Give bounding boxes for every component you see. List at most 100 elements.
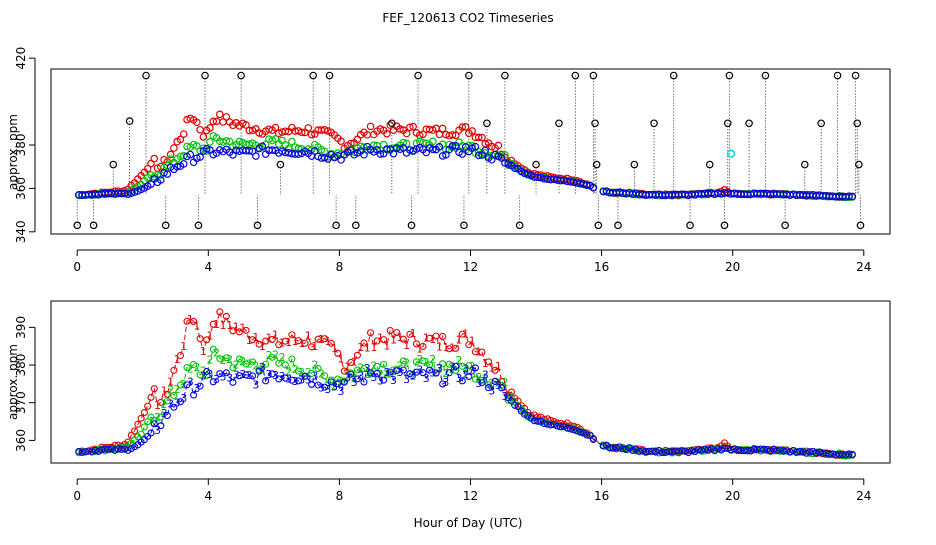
bottom-point bbox=[176, 381, 185, 389]
bottom-point bbox=[730, 445, 738, 453]
bottom-point bbox=[471, 348, 479, 356]
top-point bbox=[130, 188, 139, 196]
series-digit-2: 2 bbox=[456, 354, 463, 367]
bottom-point bbox=[104, 445, 112, 453]
spike-point bbox=[388, 119, 396, 128]
bottom-point bbox=[419, 357, 427, 365]
bottom-point bbox=[648, 447, 656, 455]
series-digit-1: 1 bbox=[344, 360, 351, 373]
series-digit-3: 3 bbox=[351, 376, 358, 389]
series-digit-3: 3 bbox=[272, 369, 279, 382]
top-point bbox=[215, 110, 224, 119]
series-digit-1: 1 bbox=[220, 319, 227, 332]
top-point bbox=[471, 142, 480, 151]
bottom-x-tick-label: 12 bbox=[463, 489, 478, 503]
spike-point bbox=[630, 160, 639, 169]
series-digit-2: 2 bbox=[482, 372, 489, 385]
top-point bbox=[337, 137, 345, 146]
bottom-point bbox=[704, 446, 712, 454]
series-digit-2: 2 bbox=[292, 363, 299, 376]
spike-point bbox=[125, 117, 134, 125]
series-digit-2: 2 bbox=[246, 358, 253, 371]
bottom-point bbox=[815, 448, 824, 456]
spike-point bbox=[669, 71, 678, 80]
bottom-point bbox=[665, 448, 673, 456]
bottom-point bbox=[743, 447, 751, 455]
series-digit-2: 2 bbox=[436, 362, 443, 375]
spike-point bbox=[833, 71, 842, 80]
bottom-point bbox=[425, 334, 434, 342]
bottom-point bbox=[190, 391, 198, 399]
bottom-point bbox=[399, 366, 407, 374]
series-digit-1: 1 bbox=[377, 331, 384, 344]
spike-point bbox=[571, 71, 580, 80]
bottom-point bbox=[147, 393, 155, 401]
bottom-y-tick-label: 380 bbox=[14, 354, 28, 377]
top-y-tick-label: 340 bbox=[14, 220, 28, 243]
spike-point bbox=[853, 119, 862, 128]
bottom-point bbox=[560, 422, 568, 431]
bottom-point bbox=[419, 369, 427, 377]
bottom-point bbox=[249, 358, 257, 366]
series-digit-1: 1 bbox=[403, 339, 410, 352]
top-point bbox=[127, 189, 136, 197]
bottom-point bbox=[720, 444, 729, 452]
bottom-point bbox=[393, 367, 401, 375]
spike-point bbox=[253, 221, 262, 230]
bottom-x-tick-label: 20 bbox=[725, 489, 740, 503]
series-digit-1: 1 bbox=[416, 342, 423, 355]
bottom-point bbox=[134, 420, 142, 428]
bottom-x-tick-label: 4 bbox=[204, 489, 212, 503]
bottom-point bbox=[507, 397, 516, 405]
bottom-point bbox=[147, 429, 155, 437]
series-digit-2: 2 bbox=[501, 376, 508, 389]
bottom-point bbox=[222, 312, 230, 320]
bottom-point bbox=[671, 447, 679, 455]
bottom-point bbox=[471, 364, 479, 372]
series-digit-2: 2 bbox=[318, 367, 325, 380]
bottom-point bbox=[770, 445, 778, 453]
bottom-point bbox=[484, 384, 493, 392]
bottom-point bbox=[527, 412, 535, 420]
bottom-point bbox=[183, 317, 191, 325]
bottom-point bbox=[655, 449, 663, 457]
bottom-point bbox=[307, 380, 316, 388]
bottom-point bbox=[612, 443, 620, 452]
top-point bbox=[448, 131, 457, 139]
top-point bbox=[170, 144, 178, 152]
series-digit-3: 3 bbox=[442, 376, 449, 389]
spike-point bbox=[856, 221, 865, 230]
spike-point bbox=[501, 71, 509, 80]
bottom-point bbox=[458, 330, 466, 338]
bottom-point bbox=[314, 364, 322, 373]
bottom-x-tick-label: 0 bbox=[73, 489, 81, 503]
bottom-point bbox=[698, 446, 706, 454]
series-digit-1: 1 bbox=[272, 329, 279, 342]
bottom-point bbox=[203, 367, 211, 376]
bottom-point bbox=[498, 381, 506, 389]
series-digit-1: 1 bbox=[161, 385, 168, 398]
bottom-point bbox=[373, 369, 381, 377]
spike-point bbox=[407, 221, 416, 230]
bottom-point bbox=[753, 445, 761, 453]
series-digit-2: 2 bbox=[193, 361, 200, 374]
top-x-tick-label: 12 bbox=[463, 260, 478, 274]
bottom-x-tick-label: 16 bbox=[594, 489, 609, 503]
series-digit-2: 2 bbox=[233, 359, 240, 372]
series-digit-3: 3 bbox=[469, 365, 476, 378]
bottom-point bbox=[334, 375, 342, 383]
bottom-point bbox=[334, 349, 342, 357]
spike-point bbox=[851, 71, 860, 80]
top-point bbox=[442, 151, 450, 159]
top-point bbox=[166, 150, 175, 159]
bottom-point bbox=[91, 446, 99, 455]
bottom-point bbox=[652, 448, 660, 456]
bottom-point bbox=[806, 448, 814, 456]
bottom-point bbox=[275, 359, 283, 367]
bottom-point bbox=[717, 446, 725, 454]
series-digit-3: 3 bbox=[252, 378, 259, 391]
series-digit-3: 3 bbox=[220, 371, 227, 384]
series-digit-1: 1 bbox=[305, 329, 312, 342]
series-digit-1: 1 bbox=[495, 360, 502, 373]
